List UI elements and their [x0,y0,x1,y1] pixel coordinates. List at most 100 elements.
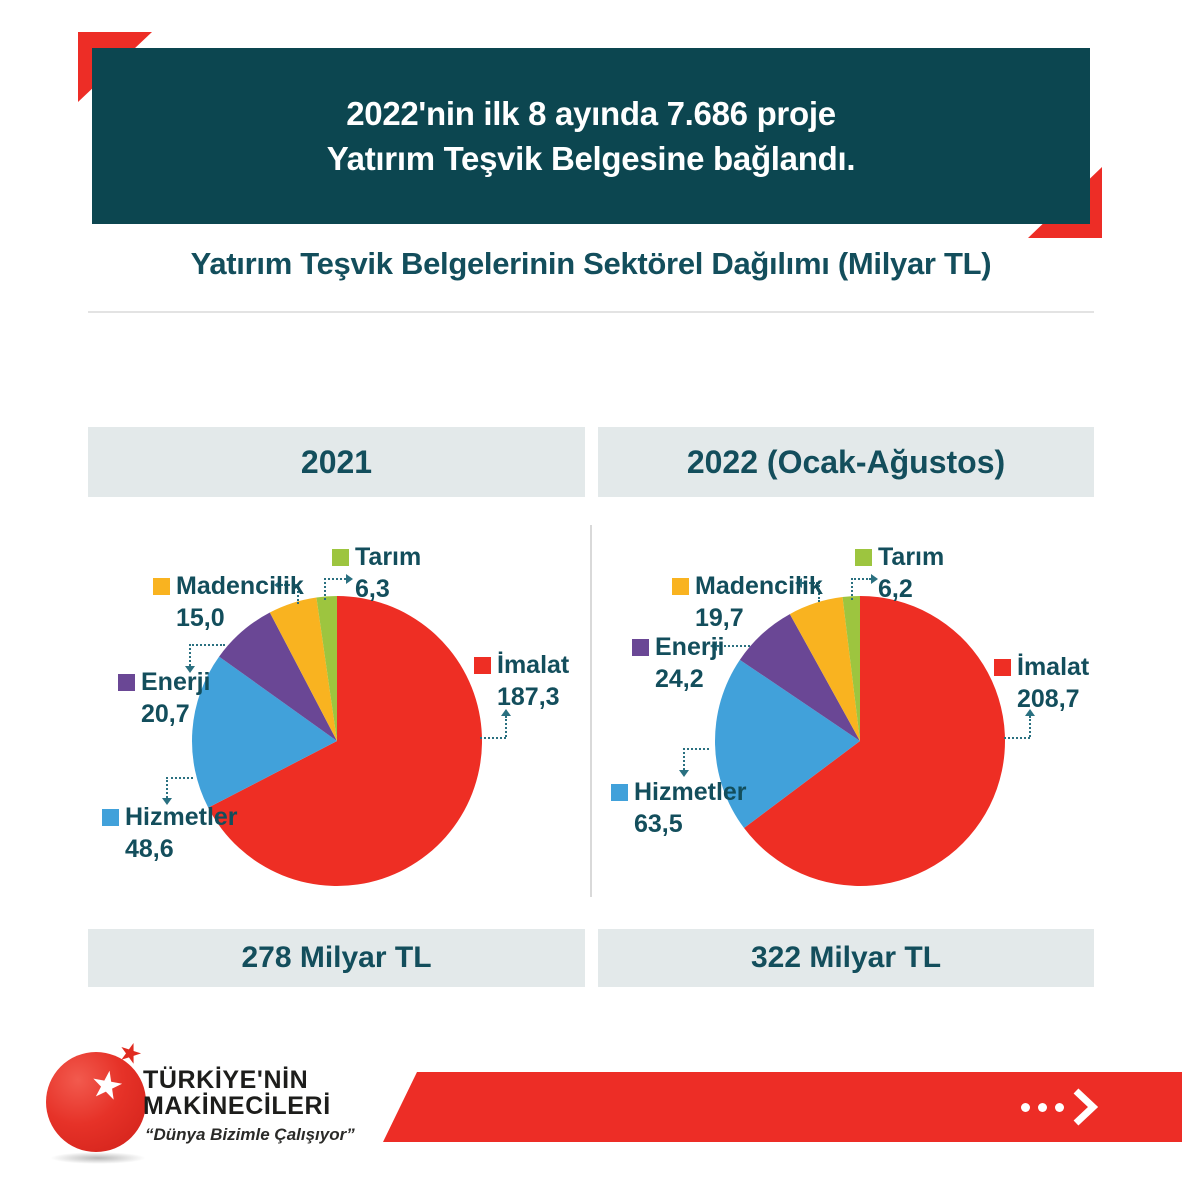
legend-swatch-enerji-icon [118,674,135,691]
legend-swatch-tarim-icon [332,549,349,566]
connector-line [324,578,346,580]
panel-title-2022: 2022 (Ocak-Ağustos) [686,443,1006,480]
pie-slice-enerji [219,612,337,741]
logo-sphere-icon [46,1052,146,1152]
connector-arrow-icon [1025,709,1035,716]
slice-value: 48,6 [125,835,174,863]
label-enerji-2022: Enerji 24,2 [632,633,724,694]
connector-line [166,777,193,779]
pie-slice-madencilik [269,597,337,741]
label-madencilik-2021: Madencilik 15,0 [153,572,304,633]
connector-line [1029,716,1031,737]
legend-swatch-enerji-icon [632,639,649,656]
pie-slice-hizmetler [192,656,337,808]
total-box-2021: 278 Milyar TL [88,929,585,987]
slice-value: 15,0 [176,604,225,632]
connector-arrow-icon [162,798,172,805]
connector-arrow-icon [185,666,195,673]
slice-value: 6,2 [878,575,913,603]
brand-logo-text: TÜRKİYE'NİN MAKİNECİLERİ “Dünya Bizimle … [143,1067,355,1145]
total-value-2022: 322 Milyar TL [750,941,942,974]
connector-arrow-icon [346,574,353,584]
label-hizmetler-2021: Hizmetler 48,6 [102,803,238,864]
connector-arrow-icon [274,580,281,590]
pie-slice-hizmetler [715,659,860,829]
dot-icon [1055,1102,1064,1112]
label-hizmetler-2022: Hizmetler 63,5 [611,778,747,839]
brand-line-2: MAKİNECİLERİ [143,1092,331,1120]
panel-title-2021: 2021 [300,443,373,480]
connector-arrow-icon [871,574,878,584]
pie-slice-tarım [316,596,337,741]
slice-name: Enerji [655,633,725,661]
pie-slice-madencilik [789,597,860,741]
legend-swatch-imalat-icon [474,657,491,674]
vertical-divider [590,525,592,897]
legend-swatch-imalat-icon [994,659,1011,676]
connector-line [297,584,299,604]
pie-slice-tarım [842,596,860,741]
headline-line-2: Yatırım Teşvik Belgesine bağlandı. [326,140,856,177]
connector-line [324,578,326,600]
legend-swatch-hizmetler-icon [102,809,119,826]
logo-shadow [50,1152,146,1164]
label-enerji-2021: Enerji 20,7 [118,668,210,729]
connector-arrow-icon [795,578,802,588]
pie-chart-2021 [192,596,483,886]
slice-value: 6,3 [355,575,390,603]
legend-swatch-madencilik-icon [672,578,689,595]
pie-chart-panel-2021: İmalat 187,3 Hizmetler 48,6 Enerji 20,7 … [88,520,585,910]
slice-value: 63,5 [634,810,683,838]
footer-banner [383,1072,1182,1142]
slice-name: Tarım [878,543,945,571]
panel-header-2022: 2022 (Ocak-Ağustos) [598,427,1094,497]
total-value-2021: 278 Milyar TL [241,941,432,974]
legend-swatch-tarim-icon [855,549,872,566]
connector-line [818,582,820,602]
connector-line [189,644,225,646]
pie-slice-enerji [739,614,860,741]
headline-banner: 2022'nin ilk 8 ayında 7.686 proje Yatırı… [92,48,1090,224]
connector-line [166,777,168,798]
dot-icon [1038,1102,1047,1112]
brand-tagline: “Dünya Bizimle Çalışıyor” [145,1125,355,1144]
legend-swatch-madencilik-icon [153,578,170,595]
headline-line-1: 2022'nin ilk 8 ayında 7.686 proje [346,95,836,132]
panel-header-2021: 2021 [88,427,585,497]
slice-name: Madencilik [695,572,823,600]
connector-line [1004,737,1030,739]
label-imalat-2021: İmalat 187,3 [474,651,569,712]
label-madencilik-2022: Madencilik 19,7 [672,572,823,633]
label-tarim-2022: Tarım 6,2 [855,543,944,604]
pie-chart-panel-2022: İmalat 208,7 Hizmetler 63,5 Enerji 24,2 … [598,520,1094,910]
chevron-right-icon [1073,1088,1098,1126]
horizontal-divider [88,311,1094,313]
label-tarim-2021: Tarım 6,3 [332,543,421,604]
connector-line [505,716,507,737]
next-arrow-icon[interactable] [1021,1072,1098,1142]
slice-name: Hizmetler [125,803,238,831]
connector-line [189,644,191,666]
brand-line-1: TÜRKİYE'NİN [143,1066,309,1094]
connector-arrow-icon [501,709,511,716]
connector-line [683,748,709,750]
connector-line [281,584,297,586]
slice-value: 187,3 [497,683,560,711]
connector-arrow-icon [710,641,717,651]
slice-name: Madencilik [176,572,304,600]
connector-line [802,582,818,584]
slice-name: Tarım [355,543,422,571]
legend-swatch-hizmetler-icon [611,784,628,801]
page-title: Yatırım Teşvik Belgelerinin Sektörel Dağ… [190,246,992,281]
slice-name: Enerji [141,668,211,696]
pie-slice-i̇malat [208,596,483,886]
slice-name: İmalat [497,651,570,679]
connector-line [851,578,853,600]
slice-value: 20,7 [141,700,190,728]
dot-icon [1021,1102,1030,1112]
connector-line [480,737,506,739]
pie-slice-i̇malat [744,596,1005,886]
pie-chart-2022 [715,596,1005,886]
slice-value: 208,7 [1017,685,1080,713]
